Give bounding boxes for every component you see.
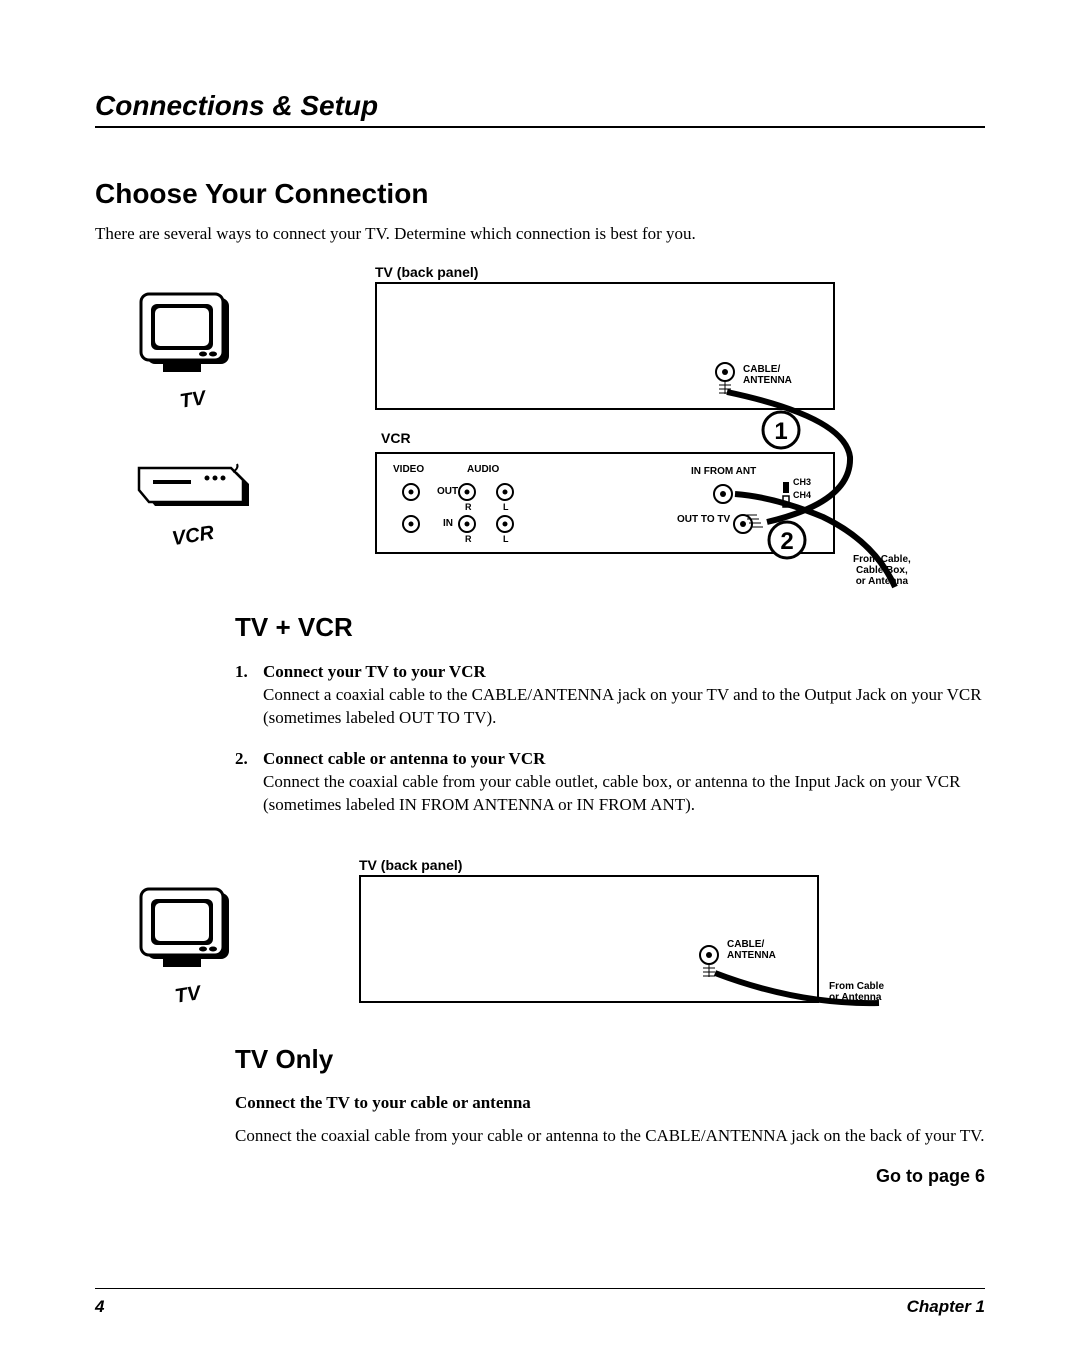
section-title: Connections & Setup bbox=[95, 90, 985, 128]
chapter-label: Chapter 1 bbox=[907, 1297, 985, 1317]
tvvcr-diagram: TV VCR TV (back panel) bbox=[95, 270, 985, 600]
page-heading: Choose Your Connection bbox=[95, 178, 985, 210]
step-1-body: Connect a coaxial cable to the CABLE/ANT… bbox=[263, 685, 982, 727]
cables-svg: 1 2 bbox=[375, 282, 935, 592]
equip-vcr-label: VCR bbox=[170, 522, 215, 551]
step-2-body: Connect the coaxial cable from your cabl… bbox=[263, 772, 960, 814]
tv-back-panel-label: TV (back panel) bbox=[375, 264, 478, 280]
tvonly-back-panel-label: TV (back panel) bbox=[359, 857, 462, 873]
equip-tv-label-2: TV bbox=[174, 982, 203, 1009]
step-1: 1. Connect your TV to your VCR Connect a… bbox=[235, 661, 985, 730]
tvonly-heading: TV Only bbox=[235, 1044, 985, 1075]
circle-2: 2 bbox=[780, 528, 793, 555]
from-cable-label: From Cable, Cable Box, or Antenna bbox=[853, 554, 911, 587]
vcr-icon bbox=[133, 458, 253, 528]
tvvcr-heading: TV + VCR bbox=[235, 612, 985, 643]
page-number: 4 bbox=[95, 1297, 104, 1317]
tvonly-step-body: Connect the coaxial cable from your cabl… bbox=[235, 1125, 985, 1148]
circle-1: 1 bbox=[774, 418, 787, 445]
tv-icon bbox=[133, 290, 243, 390]
tv-icon-2 bbox=[133, 885, 243, 985]
equip-tv-label: TV bbox=[179, 387, 208, 414]
step-2: 2. Connect cable or antenna to your VCR … bbox=[235, 748, 985, 817]
step-1-title: Connect your TV to your VCR bbox=[263, 662, 486, 681]
step-1-num: 1. bbox=[235, 661, 248, 684]
goto-page-link[interactable]: Go to page 6 bbox=[235, 1166, 985, 1187]
step-2-title: Connect cable or antenna to your VCR bbox=[263, 749, 545, 768]
intro-text: There are several ways to connect your T… bbox=[95, 224, 985, 244]
page-footer: 4 Chapter 1 bbox=[95, 1288, 985, 1317]
tvonly-cable-svg bbox=[359, 875, 919, 1035]
tvonly-from-cable-label: From Cable or Antenna bbox=[829, 981, 884, 1003]
tvonly-step-title: Connect the TV to your cable or antenna bbox=[235, 1093, 985, 1113]
step-2-num: 2. bbox=[235, 748, 248, 771]
tvonly-diagram: TV TV (back panel) CABLE/ ANTENNA bbox=[95, 857, 985, 1032]
